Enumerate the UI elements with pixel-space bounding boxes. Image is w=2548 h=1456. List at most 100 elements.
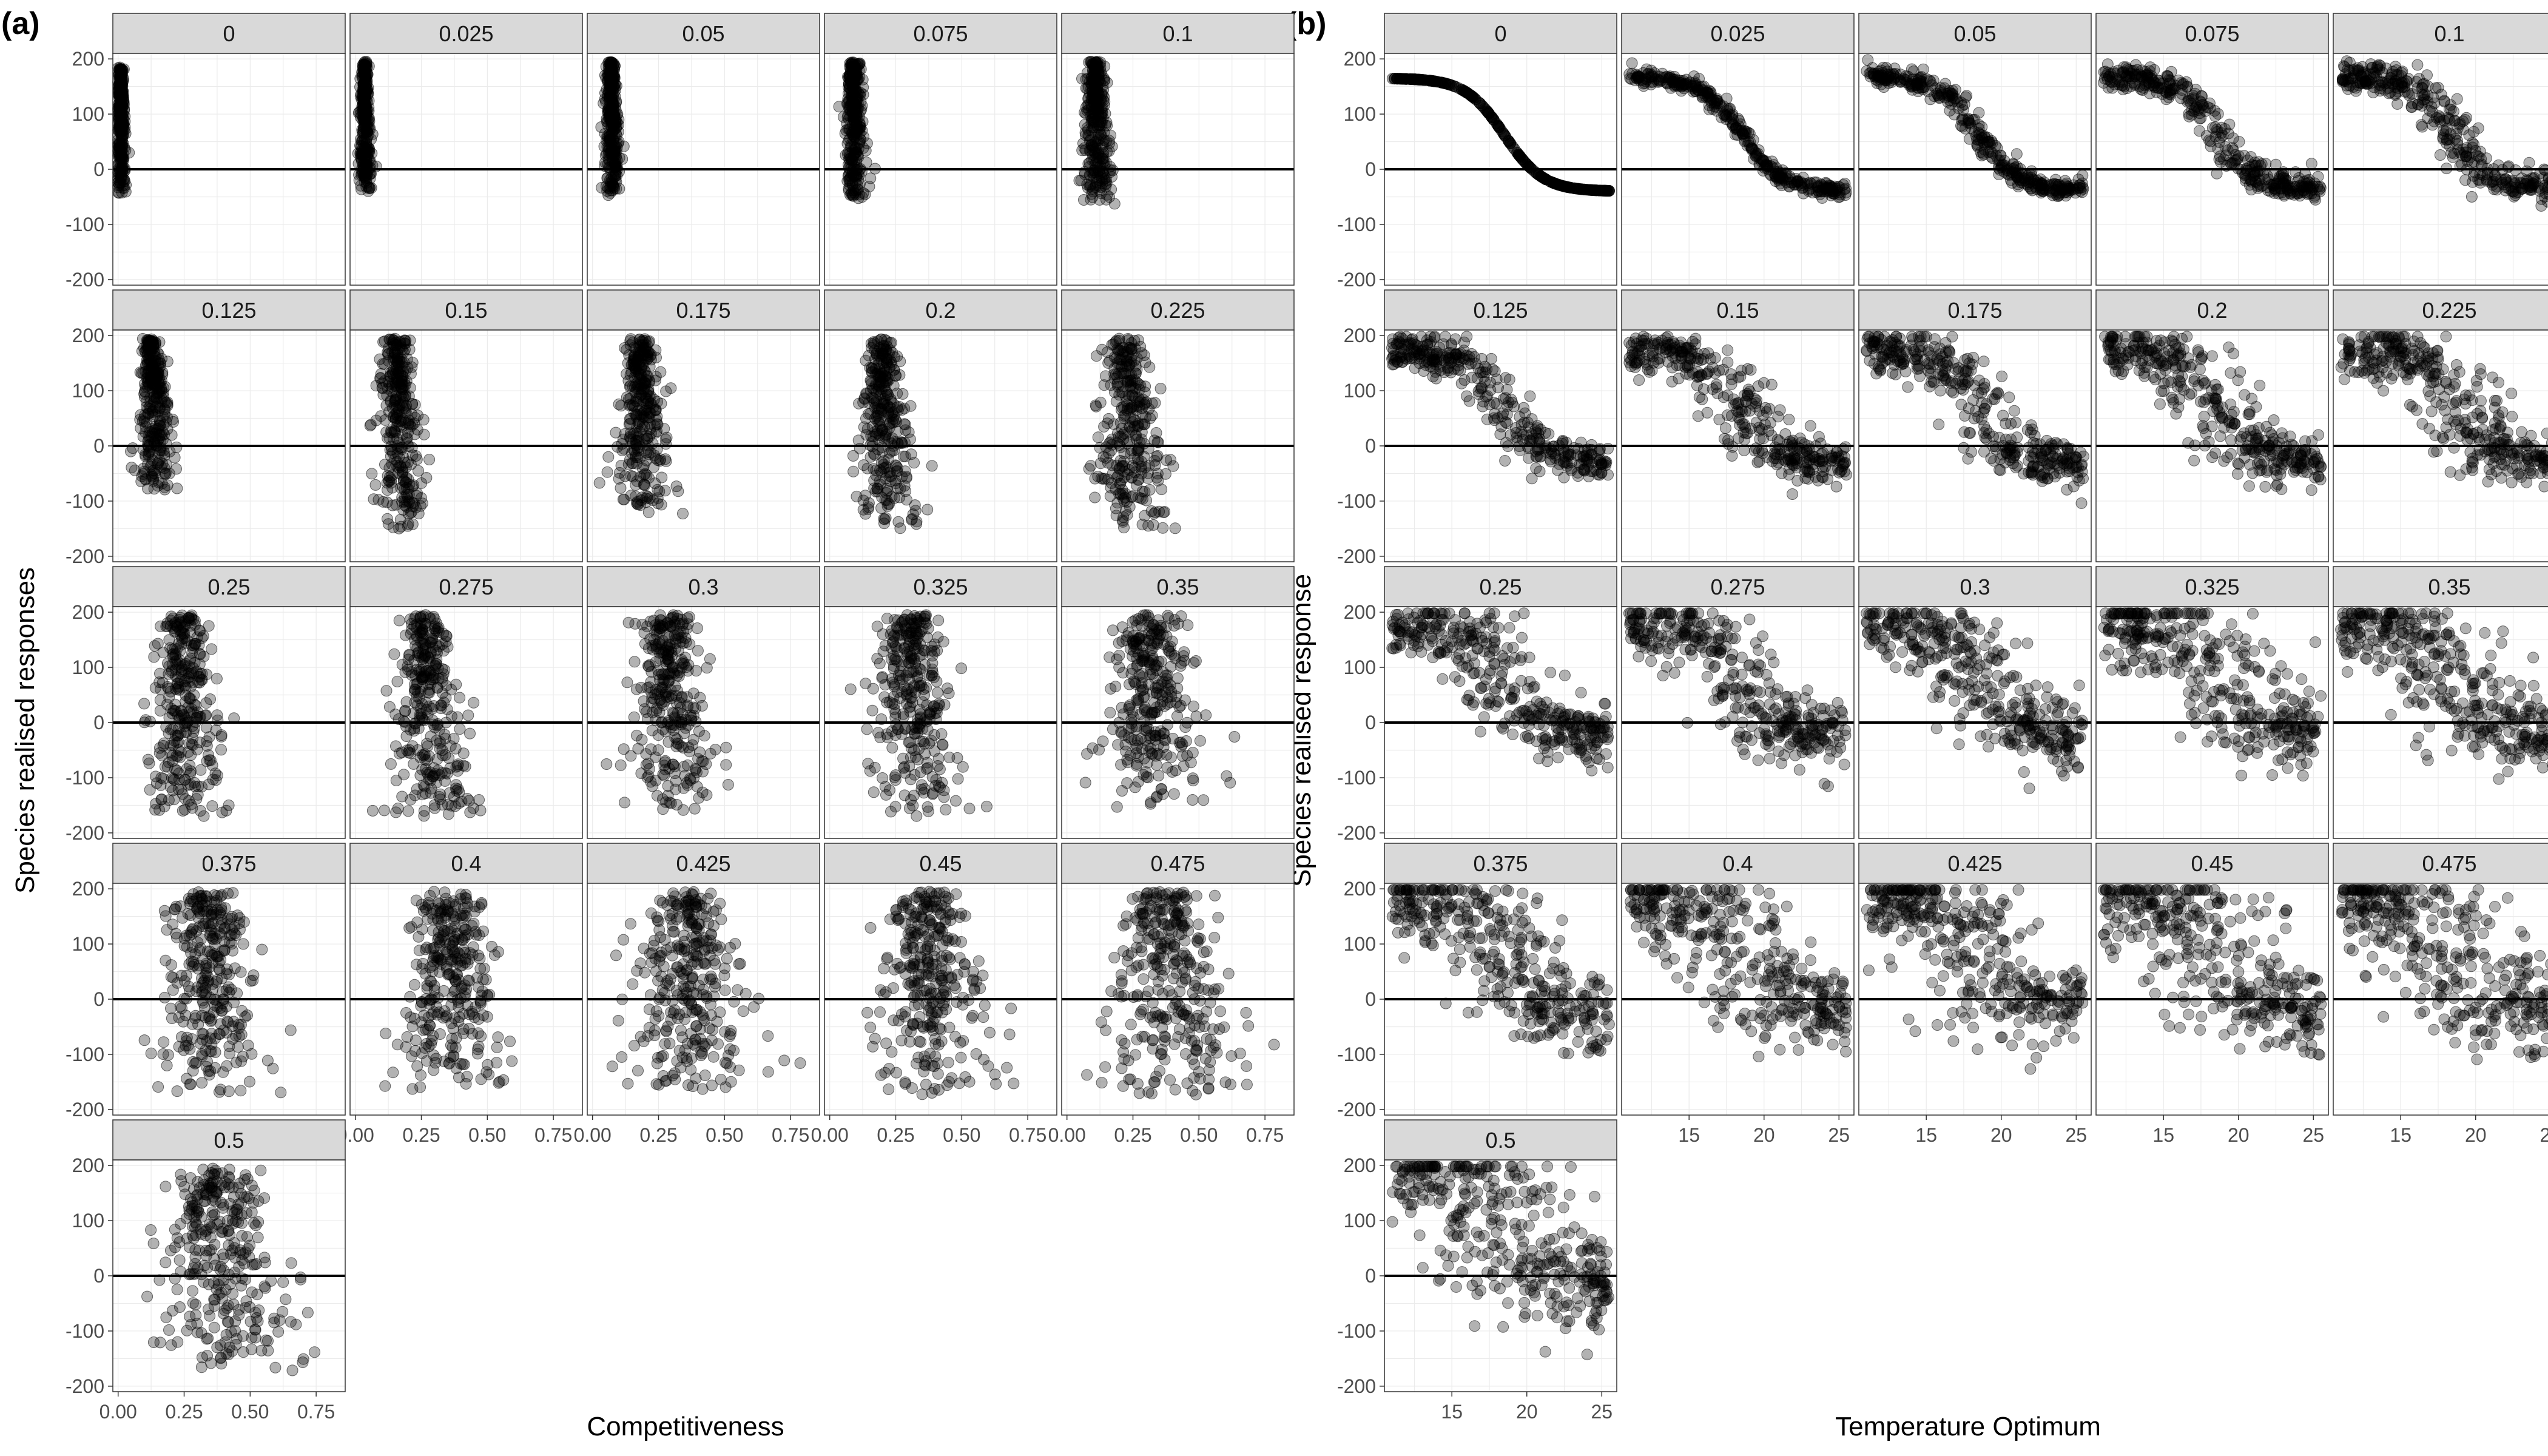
facet-a-8-point [863, 497, 874, 508]
facet-a-8-point [900, 419, 911, 430]
facet-a-7-point [640, 413, 651, 424]
facet-a-12-point [647, 781, 658, 792]
facet-a-11-strip-label: 0.275 [439, 575, 493, 599]
facet-a-12-point [639, 627, 650, 638]
facet-a-5-point [147, 428, 158, 439]
facet-a-13-point [923, 806, 934, 817]
facet-a-0-point [115, 99, 126, 110]
facet-a-13-point [895, 670, 906, 681]
facet-a-6-point [412, 488, 423, 499]
facet-a-10-point [207, 801, 218, 812]
facet-a-13-point [937, 777, 948, 788]
facet-a-11-point [425, 678, 436, 689]
facet-a-9-point [1143, 468, 1154, 479]
facet-a-13-point [981, 801, 992, 812]
facet-a-12-strip-label: 0.3 [688, 575, 718, 599]
facet-a-11-point [419, 811, 430, 821]
facet-a-7-point [644, 391, 655, 402]
facet-a-7-point [615, 482, 626, 493]
facet-a-11-point [397, 747, 408, 758]
facet-a-13-point [937, 739, 948, 750]
facet-a-11-point [468, 697, 479, 708]
facet-a-4-point [1092, 81, 1103, 92]
facet-a-4-point [1096, 106, 1107, 117]
facet-a-13-point [867, 705, 878, 716]
facet-a-6-point [398, 414, 409, 425]
facet-a-9-point [1110, 503, 1121, 514]
facet-a-6-point [365, 420, 376, 431]
facet-a-1-point [359, 93, 369, 104]
facet-a-6-point [397, 467, 408, 478]
facet-a-11-point [420, 754, 431, 765]
facet-a-1-point [363, 61, 374, 72]
facet-a-10-point [221, 805, 232, 816]
facet-a-12-point [638, 696, 649, 707]
facet-a-6-point [424, 454, 435, 465]
facet-a-10-y-tick-label: 200 [72, 601, 104, 623]
facet-a-11-point [415, 709, 426, 720]
facet-a-9-point [1121, 352, 1131, 363]
facet-a-13-point [873, 727, 884, 738]
facet-a-4-point [1096, 188, 1107, 199]
facet-a-8-point [866, 342, 877, 353]
facet-a-5-point [143, 448, 153, 459]
facet-a-10-point [201, 740, 212, 751]
facet-a-14-point [1187, 795, 1198, 806]
facet-a-12-point [701, 789, 712, 800]
facet-a-6-strip-label: 0.15 [445, 298, 487, 323]
facet-a-2-point [607, 95, 618, 106]
facet-a-5-point [164, 468, 175, 479]
facet-a-11-point [415, 770, 426, 781]
facet-a-8-point [877, 446, 888, 457]
facet-a-6-point [383, 519, 394, 530]
facet-a-9-point [1102, 418, 1113, 429]
facet-a-5-point [135, 367, 146, 378]
facet-a-12-point [685, 775, 696, 786]
facet-a-13-point [934, 698, 945, 709]
facet-a-12-point [682, 619, 693, 630]
facet-a-13-point [872, 621, 883, 632]
facet-a-10-point [183, 795, 194, 806]
facet-a-14-point [1153, 770, 1164, 781]
facet-a-12-point [643, 643, 654, 654]
facet-a-9-point [1115, 488, 1126, 499]
facet-a-11-point [475, 805, 486, 816]
facet-a-8-point [887, 347, 898, 358]
facet-a-12-point [652, 790, 662, 801]
facet-a-8-point [891, 478, 902, 489]
facet-a-2-point [602, 141, 613, 152]
facet-a-7-point [602, 467, 613, 477]
facet-a-12-point [697, 766, 708, 777]
facet-a-13-point [922, 724, 933, 735]
facet-a-11-point [443, 753, 454, 764]
facet-a-6-point [382, 390, 393, 401]
facet-a-11-point [399, 769, 410, 780]
facet-a-0-y-tick-label: -200 [66, 269, 104, 291]
facet-a-8-point [851, 491, 862, 502]
facet-a-7-point [632, 396, 642, 407]
facet-a-9-strip-label: 0.225 [1150, 298, 1205, 323]
facet-a-13-point [904, 761, 915, 772]
facet-a-3-point [848, 112, 858, 123]
facet-a-13-point [936, 729, 947, 740]
facet-a-12-point [684, 639, 695, 650]
facet-a-5-y-tick-label: -200 [66, 545, 104, 567]
facet-a-3: 0.075 [824, 13, 1057, 285]
facet-a-13-point [933, 615, 944, 626]
facet-a-10-point [165, 747, 176, 758]
facet-a-12-point [615, 760, 626, 770]
facet-a-5-point [156, 375, 167, 386]
facet-a-8-point [891, 460, 902, 471]
facet-a-9-point [1111, 353, 1122, 364]
facet-a-11-point [385, 758, 396, 769]
facet-a-12-point [704, 653, 715, 664]
facet-a-11-point [440, 767, 451, 778]
facet-a-5-point [168, 416, 179, 427]
facet-a-6-point [400, 366, 411, 377]
facet-a-12-point [636, 682, 647, 693]
facet-a-12-point [664, 668, 675, 679]
facet-a-11: 0.275 [350, 567, 582, 838]
facet-a-13-point [911, 811, 922, 821]
facet-a-9-point [1149, 435, 1160, 446]
facet-a-13-point [874, 658, 885, 669]
